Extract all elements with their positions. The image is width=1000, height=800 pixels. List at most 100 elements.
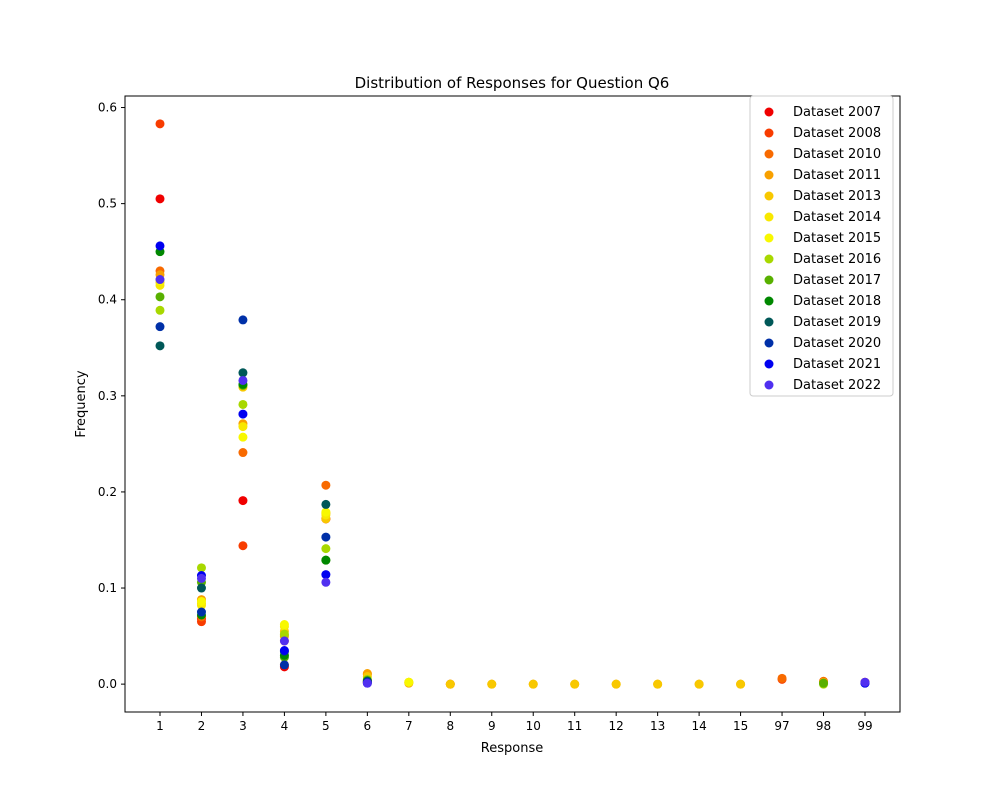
legend-marker: [764, 338, 774, 348]
data-point: [238, 399, 248, 409]
data-point: [321, 499, 331, 509]
data-point: [362, 678, 372, 688]
legend-entry: Dataset 2021: [793, 357, 881, 372]
data-point: [196, 607, 206, 617]
data-point: [279, 660, 289, 670]
x-tick-label: 13: [650, 719, 665, 733]
legend-marker: [764, 128, 774, 138]
data-point: [279, 645, 289, 655]
data-point: [321, 532, 331, 542]
data-point: [736, 679, 746, 689]
data-point: [611, 679, 621, 689]
data-point: [321, 570, 331, 580]
legend-marker: [764, 149, 774, 159]
x-tick-label: 14: [691, 719, 706, 733]
data-point: [196, 583, 206, 593]
data-point: [694, 679, 704, 689]
legend-entry: Dataset 2015: [793, 231, 881, 246]
legend-entry: Dataset 2016: [793, 252, 881, 267]
data-point: [155, 305, 165, 315]
x-tick-label: 4: [281, 719, 289, 733]
y-axis-label: Frequency: [74, 370, 89, 437]
legend-entry: Dataset 2013: [793, 189, 881, 204]
legend-marker: [764, 359, 774, 369]
legend: Dataset 2007 Dataset 2008 Dataset 2010 Data…: [749, 95, 894, 397]
data-point: [155, 341, 165, 351]
data-point: [238, 448, 248, 458]
data-point: [155, 119, 165, 129]
data-point: [238, 375, 248, 385]
x-tick-label: 6: [364, 719, 372, 733]
x-tick-label: 10: [526, 719, 541, 733]
legend-entry: Dataset 2019: [793, 315, 881, 330]
data-point: [238, 432, 248, 442]
legend-entry: Dataset 2007: [793, 105, 881, 120]
data-point: [238, 409, 248, 419]
data-point: [238, 315, 248, 325]
data-point: [404, 677, 414, 687]
legend-entry: Dataset 2020: [793, 336, 881, 351]
y-tick-label: 0.2: [98, 485, 117, 499]
x-tick-label: 7: [405, 719, 413, 733]
legend-entry: Dataset 2014: [793, 210, 881, 225]
data-point: [155, 292, 165, 302]
legend-entry: Dataset 2010: [793, 147, 881, 162]
legend-box: [749, 95, 894, 397]
legend-marker: [764, 275, 774, 285]
data-point: [570, 679, 580, 689]
x-tick-label: 15: [733, 719, 748, 733]
data-point: [196, 573, 206, 583]
data-point: [279, 620, 289, 630]
data-point: [238, 368, 248, 378]
plot-area: [155, 119, 870, 689]
data-point: [445, 679, 455, 689]
data-point: [155, 322, 165, 332]
x-tick-label: 5: [322, 719, 330, 733]
data-point: [279, 629, 289, 639]
x-tick-label: 2: [198, 719, 206, 733]
legend-marker: [764, 296, 774, 306]
y-tick-label: 0.1: [98, 581, 117, 595]
x-tick-label: 12: [609, 719, 624, 733]
data-point: [487, 679, 497, 689]
data-point: [238, 496, 248, 506]
legend-marker: [764, 212, 774, 222]
data-point: [279, 636, 289, 646]
data-point: [528, 679, 538, 689]
y-tick-label: 0.3: [98, 389, 117, 403]
x-axis-label: Response: [481, 741, 543, 756]
y-tick-label: 0.0: [98, 677, 117, 691]
x-tick-label: 11: [567, 719, 582, 733]
data-point: [321, 480, 331, 490]
data-point: [196, 563, 206, 573]
data-point: [155, 194, 165, 204]
data-point: [321, 577, 331, 587]
x-tick-label: 1: [156, 719, 164, 733]
legend-entry: Dataset 2011: [793, 168, 881, 183]
chart-title: Distribution of Responses for Question Q…: [355, 74, 670, 92]
data-point: [238, 541, 248, 551]
x-tick-label: 9: [488, 719, 496, 733]
y-tick-label: 0.4: [98, 293, 117, 307]
legend-marker: [764, 107, 774, 117]
legend-marker: [764, 170, 774, 180]
legend-entry: Dataset 2008: [793, 126, 881, 141]
data-point: [155, 275, 165, 285]
x-tick-label: 97: [774, 719, 789, 733]
y-tick-label: 0.6: [98, 101, 117, 115]
data-point: [321, 507, 331, 517]
data-point: [653, 679, 663, 689]
legend-marker: [764, 191, 774, 201]
data-point: [321, 544, 331, 554]
data-point: [777, 673, 787, 683]
legend-marker: [764, 233, 774, 243]
data-point: [196, 596, 206, 606]
data-point: [321, 555, 331, 565]
data-point: [155, 241, 165, 251]
data-point: [238, 422, 248, 432]
data-point: [819, 678, 829, 688]
y-tick-label: 0.5: [98, 197, 117, 211]
legend-entry: Dataset 2022: [793, 378, 881, 393]
legend-entry: Dataset 2018: [793, 294, 881, 309]
